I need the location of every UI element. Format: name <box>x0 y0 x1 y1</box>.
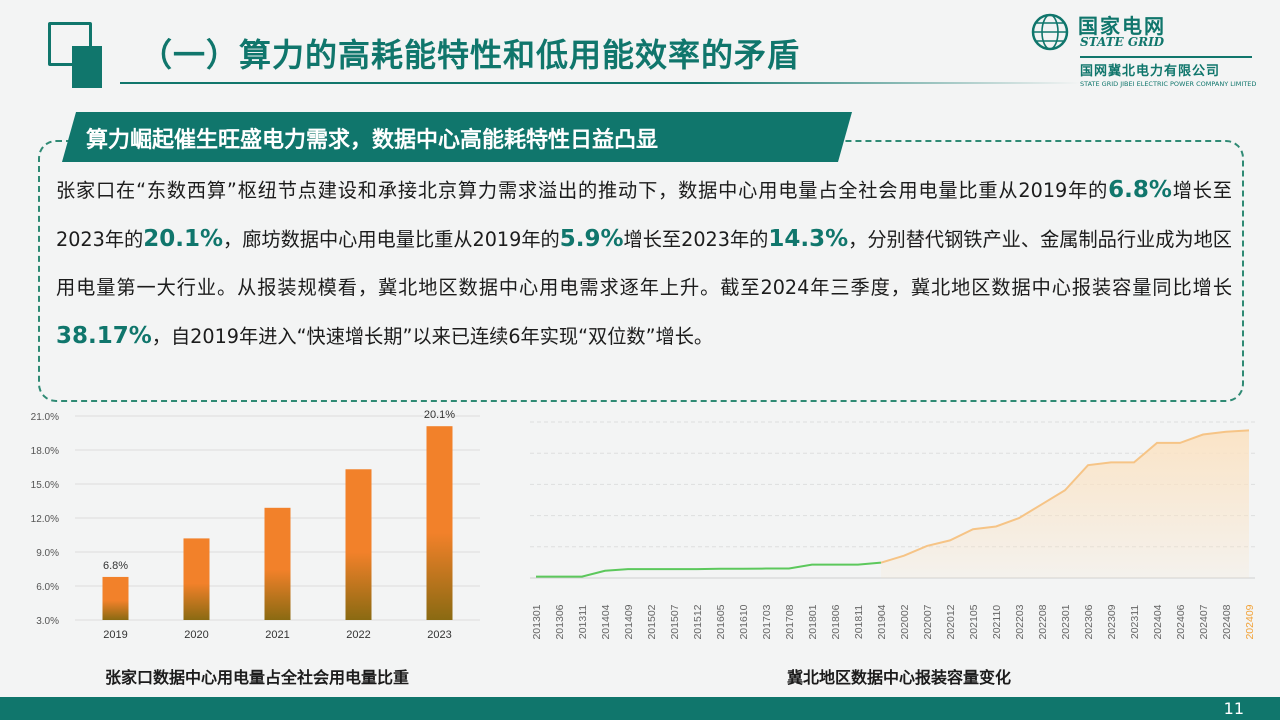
bar-x-tick-label: 2021 <box>265 629 289 641</box>
area-x-tick-label: 201610 <box>738 604 750 639</box>
bar <box>183 538 210 620</box>
bar-chart-caption: 张家口数据中心用电量占全社会用电量比重 <box>105 668 410 687</box>
logo-company-cn: 国网冀北电力有限公司 <box>1080 64 1221 79</box>
paragraph-text: 增长至2023年的 <box>56 179 1232 251</box>
title-underline <box>120 82 1080 84</box>
bar-x-tick-label: 2023 <box>427 629 451 641</box>
footer-bar <box>0 697 1280 720</box>
paragraph-text: 增长至2023年的 <box>623 228 769 251</box>
paragraph-text: ，分别替代钢铁产业、金属制品行业成为地区用电量第一大行业。从报装规模看，冀北地区… <box>56 228 1232 299</box>
area-x-tick-label: 201306 <box>554 604 566 639</box>
bar-x-tick-label: 2022 <box>346 629 370 641</box>
area-x-tick-label: 201703 <box>761 604 773 639</box>
bar-y-tick-label: 21.0% <box>31 412 59 423</box>
bar <box>264 507 291 620</box>
bar <box>102 576 129 620</box>
area-x-tick-label: 202306 <box>1083 604 1095 639</box>
bar-chart: 3.0% 6.0% 9.0% 12.0% 15.0% 18.0% 21.0% 2019 6.8%… <box>31 409 480 641</box>
paragraph-text: ，廊坊数据中心用电量比重从2019年的 <box>223 228 560 251</box>
highlight-value: 38.17% <box>56 323 152 349</box>
bar-y-tick-label: 12.0% <box>31 514 59 525</box>
area-x-tick-label: 202309 <box>1106 604 1118 639</box>
area-chart-caption: 冀北地区数据中心报装容量变化 <box>787 668 1012 687</box>
highlight-value: 5.9% <box>559 226 624 252</box>
area-x-tick-label: 202311 <box>1129 605 1141 639</box>
bar-data-label: 20.1% <box>424 409 455 421</box>
area-x-tick-label: 202002 <box>899 604 911 639</box>
area-x-tick-label: 202408 <box>1221 604 1233 639</box>
logo-cn-text: 国家电网 <box>1078 14 1166 38</box>
bar-x-tick-label: 2019 <box>103 629 127 641</box>
bar-y-tick-label: 18.0% <box>31 446 59 457</box>
area-x-tick-label: 202208 <box>1037 604 1049 639</box>
bar-y-tick-label: 3.0% <box>36 616 59 627</box>
area-x-tick-label: 201806 <box>830 604 842 639</box>
bar-y-tick-label: 15.0% <box>31 480 59 491</box>
area-series-line-early <box>536 561 882 578</box>
logo-company-en: STATE GRID JIBEI ELECTRIC POWER COMPANY … <box>1080 80 1257 88</box>
area-x-tick-label: 201904 <box>876 604 888 639</box>
area-x-tick-label: 201404 <box>600 604 612 639</box>
title-decoration-block <box>72 46 102 88</box>
area-x-tick-label: 201708 <box>784 604 796 639</box>
logo-en-text: STATE GRID <box>1080 35 1165 49</box>
area-x-tick-label: 201801 <box>807 604 819 639</box>
highlight-value: 6.8% <box>1108 177 1172 203</box>
callout-banner <box>62 112 852 162</box>
bar-y-tick-label: 9.0% <box>36 548 59 559</box>
area-x-tick-label: 202407 <box>1198 604 1210 639</box>
area-x-tick-label: 202406 <box>1175 604 1187 639</box>
highlight-value: 14.3% <box>768 226 849 252</box>
area-x-tick-label: 201311 <box>577 605 589 639</box>
paragraph-text: 张家口在“东数西算”枢纽节点建设和承接北京算力需求溢出的推动下，数据中心用电量占… <box>56 179 1109 202</box>
page-number: 11 <box>1223 699 1244 718</box>
area-x-tick-label: 202007 <box>922 604 934 639</box>
area-series-line-late <box>880 429 1250 564</box>
area-x-tick-label: 202404 <box>1152 604 1164 639</box>
title-decoration-frame <box>48 22 92 66</box>
state-grid-logo: 国家电网 STATE GRID 国网冀北电力有限公司 STATE GRID JI… <box>1030 8 1257 92</box>
callout-paragraph: 张家口在“东数西算”枢纽节点建设和承接北京算力需求溢出的推动下，数据中心用电量占… <box>56 166 1232 361</box>
bar <box>345 469 372 620</box>
area-x-tick-label: 201605 <box>715 604 727 639</box>
area-x-tick-label: 201301 <box>531 604 543 639</box>
area-x-tick-label: 201512 <box>692 604 704 639</box>
bar-x-tick-label: 2020 <box>184 629 208 641</box>
area-x-tick-label: 201409 <box>623 604 635 639</box>
area-x-tick-label: 201507 <box>669 604 681 639</box>
globe-emblem-icon <box>1031 13 1069 51</box>
area-x-tick-label: 202012 <box>945 604 957 639</box>
callout-heading: 算力崛起催生旺盛电力需求，数据中心高能耗特性日益凸显 <box>86 128 659 153</box>
bar-data-label: 6.8% <box>103 560 128 572</box>
area-x-tick-label: 201502 <box>646 604 658 639</box>
area-x-tick-label: 202110 <box>991 605 1003 639</box>
area-x-tick-label: 202301 <box>1060 604 1072 639</box>
area-chart: 201301 201306 201311 201404 201409 201502 2015… <box>530 421 1256 640</box>
area-x-tick-label: 202105 <box>968 604 980 639</box>
paragraph-text: ，自2019年进入“快速增长期”以来已连续6年实现“双位数”增长。 <box>151 325 714 348</box>
page-title: （一）算力的高耗能特性和低用能效率的矛盾 <box>140 36 801 74</box>
highlight-value: 20.1% <box>143 226 224 252</box>
area-fill <box>881 430 1249 578</box>
bar <box>426 426 453 620</box>
area-x-tick-label: 201811 <box>853 605 865 639</box>
bar-y-tick-label: 6.0% <box>36 582 59 593</box>
area-x-tick-label: 202409 <box>1244 604 1256 639</box>
logo-divider <box>1080 56 1252 58</box>
area-x-tick-label: 202203 <box>1014 604 1026 639</box>
